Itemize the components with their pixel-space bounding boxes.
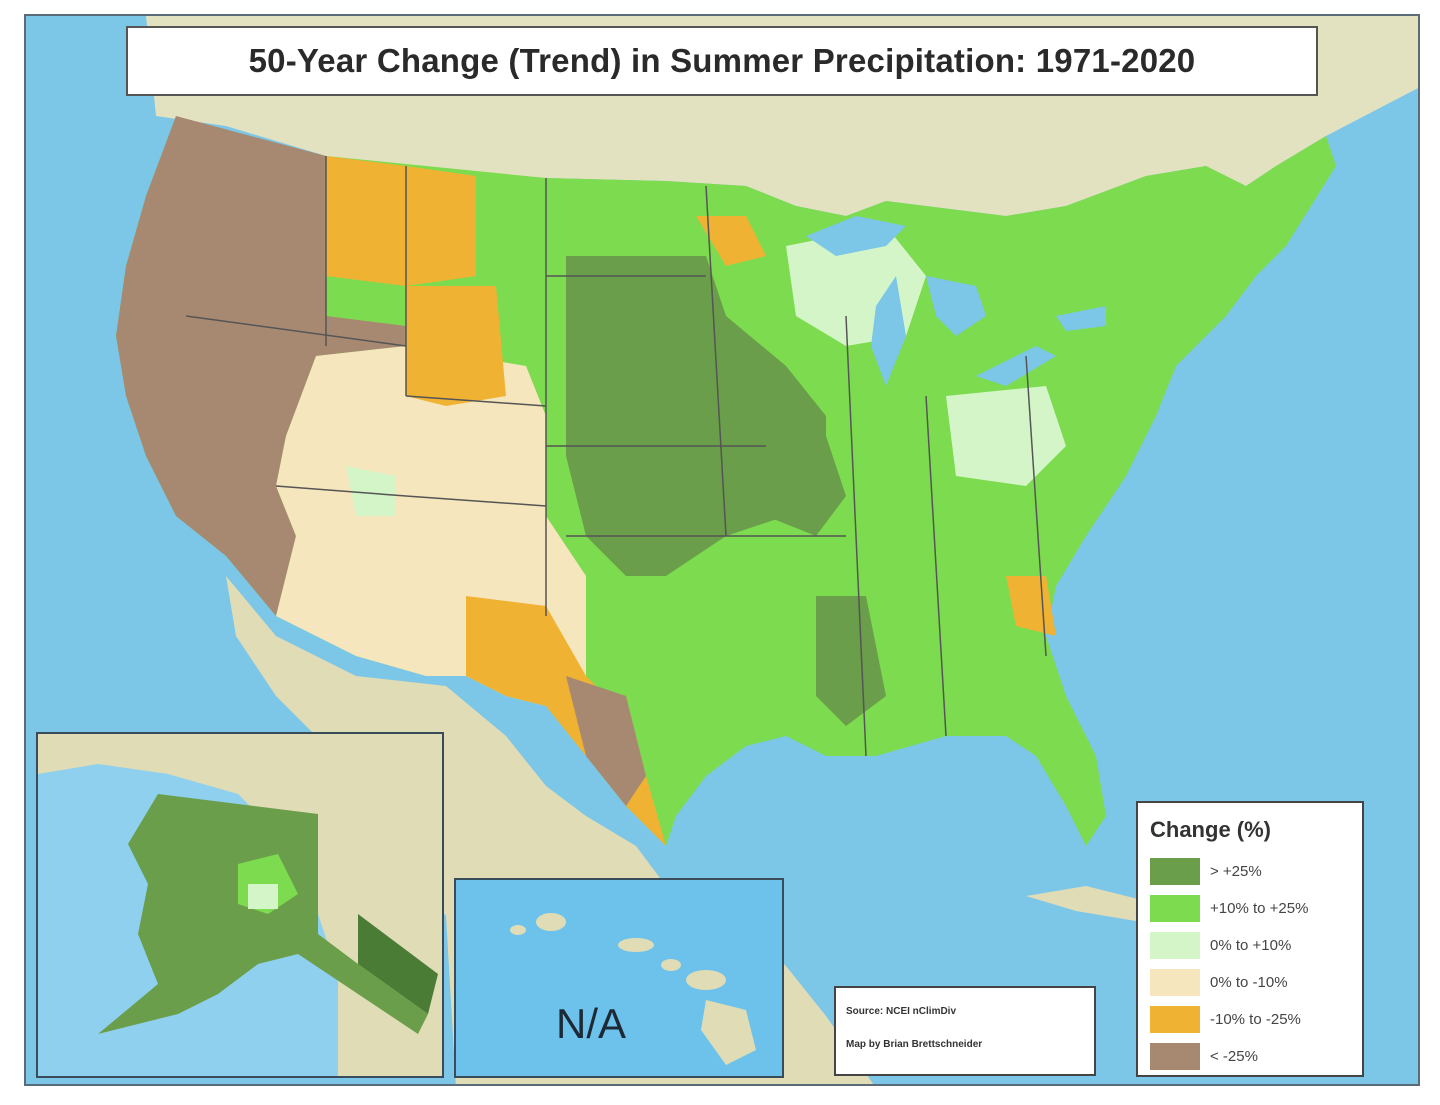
lake-erie [976,346,1056,386]
region-montana-orange [326,156,476,286]
lake-huron [926,276,986,336]
legend-label: -10% to -25% [1210,1011,1301,1028]
legend-title: Change (%) [1150,817,1271,842]
region-west-brown [116,116,406,616]
legend-label: 0% to +10% [1210,937,1292,954]
region-ohio-valley-light [946,386,1066,486]
lake-ontario [1056,306,1106,331]
legend-item: > +25% [1150,853,1354,890]
hawaii-na-label: N/A [556,1000,627,1047]
legend-item: < -25% [1150,1038,1354,1075]
legend-swatch [1150,895,1200,922]
source-text: Source: NCEI nClimDiv [846,1006,957,1017]
source-box: Source: NCEI nClimDiv Map by Brian Brett… [834,986,1096,1076]
legend: Change (%) > +25% +10% to +25% 0% to +10… [1136,801,1364,1077]
lake-superior [806,216,906,256]
state-boundaries [185,156,1047,757]
alaska-inset [36,732,444,1078]
map-frame: 50-Year Change (Trend) in Summer Precipi… [24,14,1420,1086]
big-island [701,1000,756,1065]
region-missouri-darkgreen [766,436,846,536]
legend-label: < -25% [1210,1048,1258,1065]
hawaii-map [456,880,782,1076]
legend-swatch [1150,858,1200,885]
alaska-map [38,734,442,1076]
legend-item: -10% to -25% [1150,1001,1354,1038]
hawaii-inset: N/A [454,878,784,1078]
legend-label: > +25% [1210,863,1262,880]
canada-land-inset [38,734,442,1076]
legend-swatch [1150,932,1200,959]
legend-label: 0% to -10% [1210,974,1288,991]
legend-swatch [1150,969,1200,996]
alaska-darkgreen [98,794,428,1034]
region-minnesota-orange [696,216,766,266]
map-title: 50-Year Change (Trend) in Summer Precipi… [126,26,1318,96]
map-title-text: 50-Year Change (Trend) in Summer Precipi… [248,42,1196,79]
legend-item: 0% to +10% [1150,927,1354,964]
legend-item: +10% to +25% [1150,890,1354,927]
alaska-panhandle [358,914,438,1014]
legend-item: 0% to -10% [1150,964,1354,1001]
legend-swatch [1150,1043,1200,1070]
region-mississippi-darkgreen [816,596,886,726]
region-plains-darkgreen [566,256,826,576]
author-text: Map by Brian Brettschneider [846,1039,983,1050]
legend-label: +10% to +25% [1210,900,1309,917]
legend-swatch [1150,1006,1200,1033]
alaska-lightgreen [248,884,278,909]
lake-michigan [871,276,906,386]
region-utah-lightgreen [346,466,396,516]
region-texas-brown [566,676,646,806]
region-wyoming-orange [406,286,506,406]
